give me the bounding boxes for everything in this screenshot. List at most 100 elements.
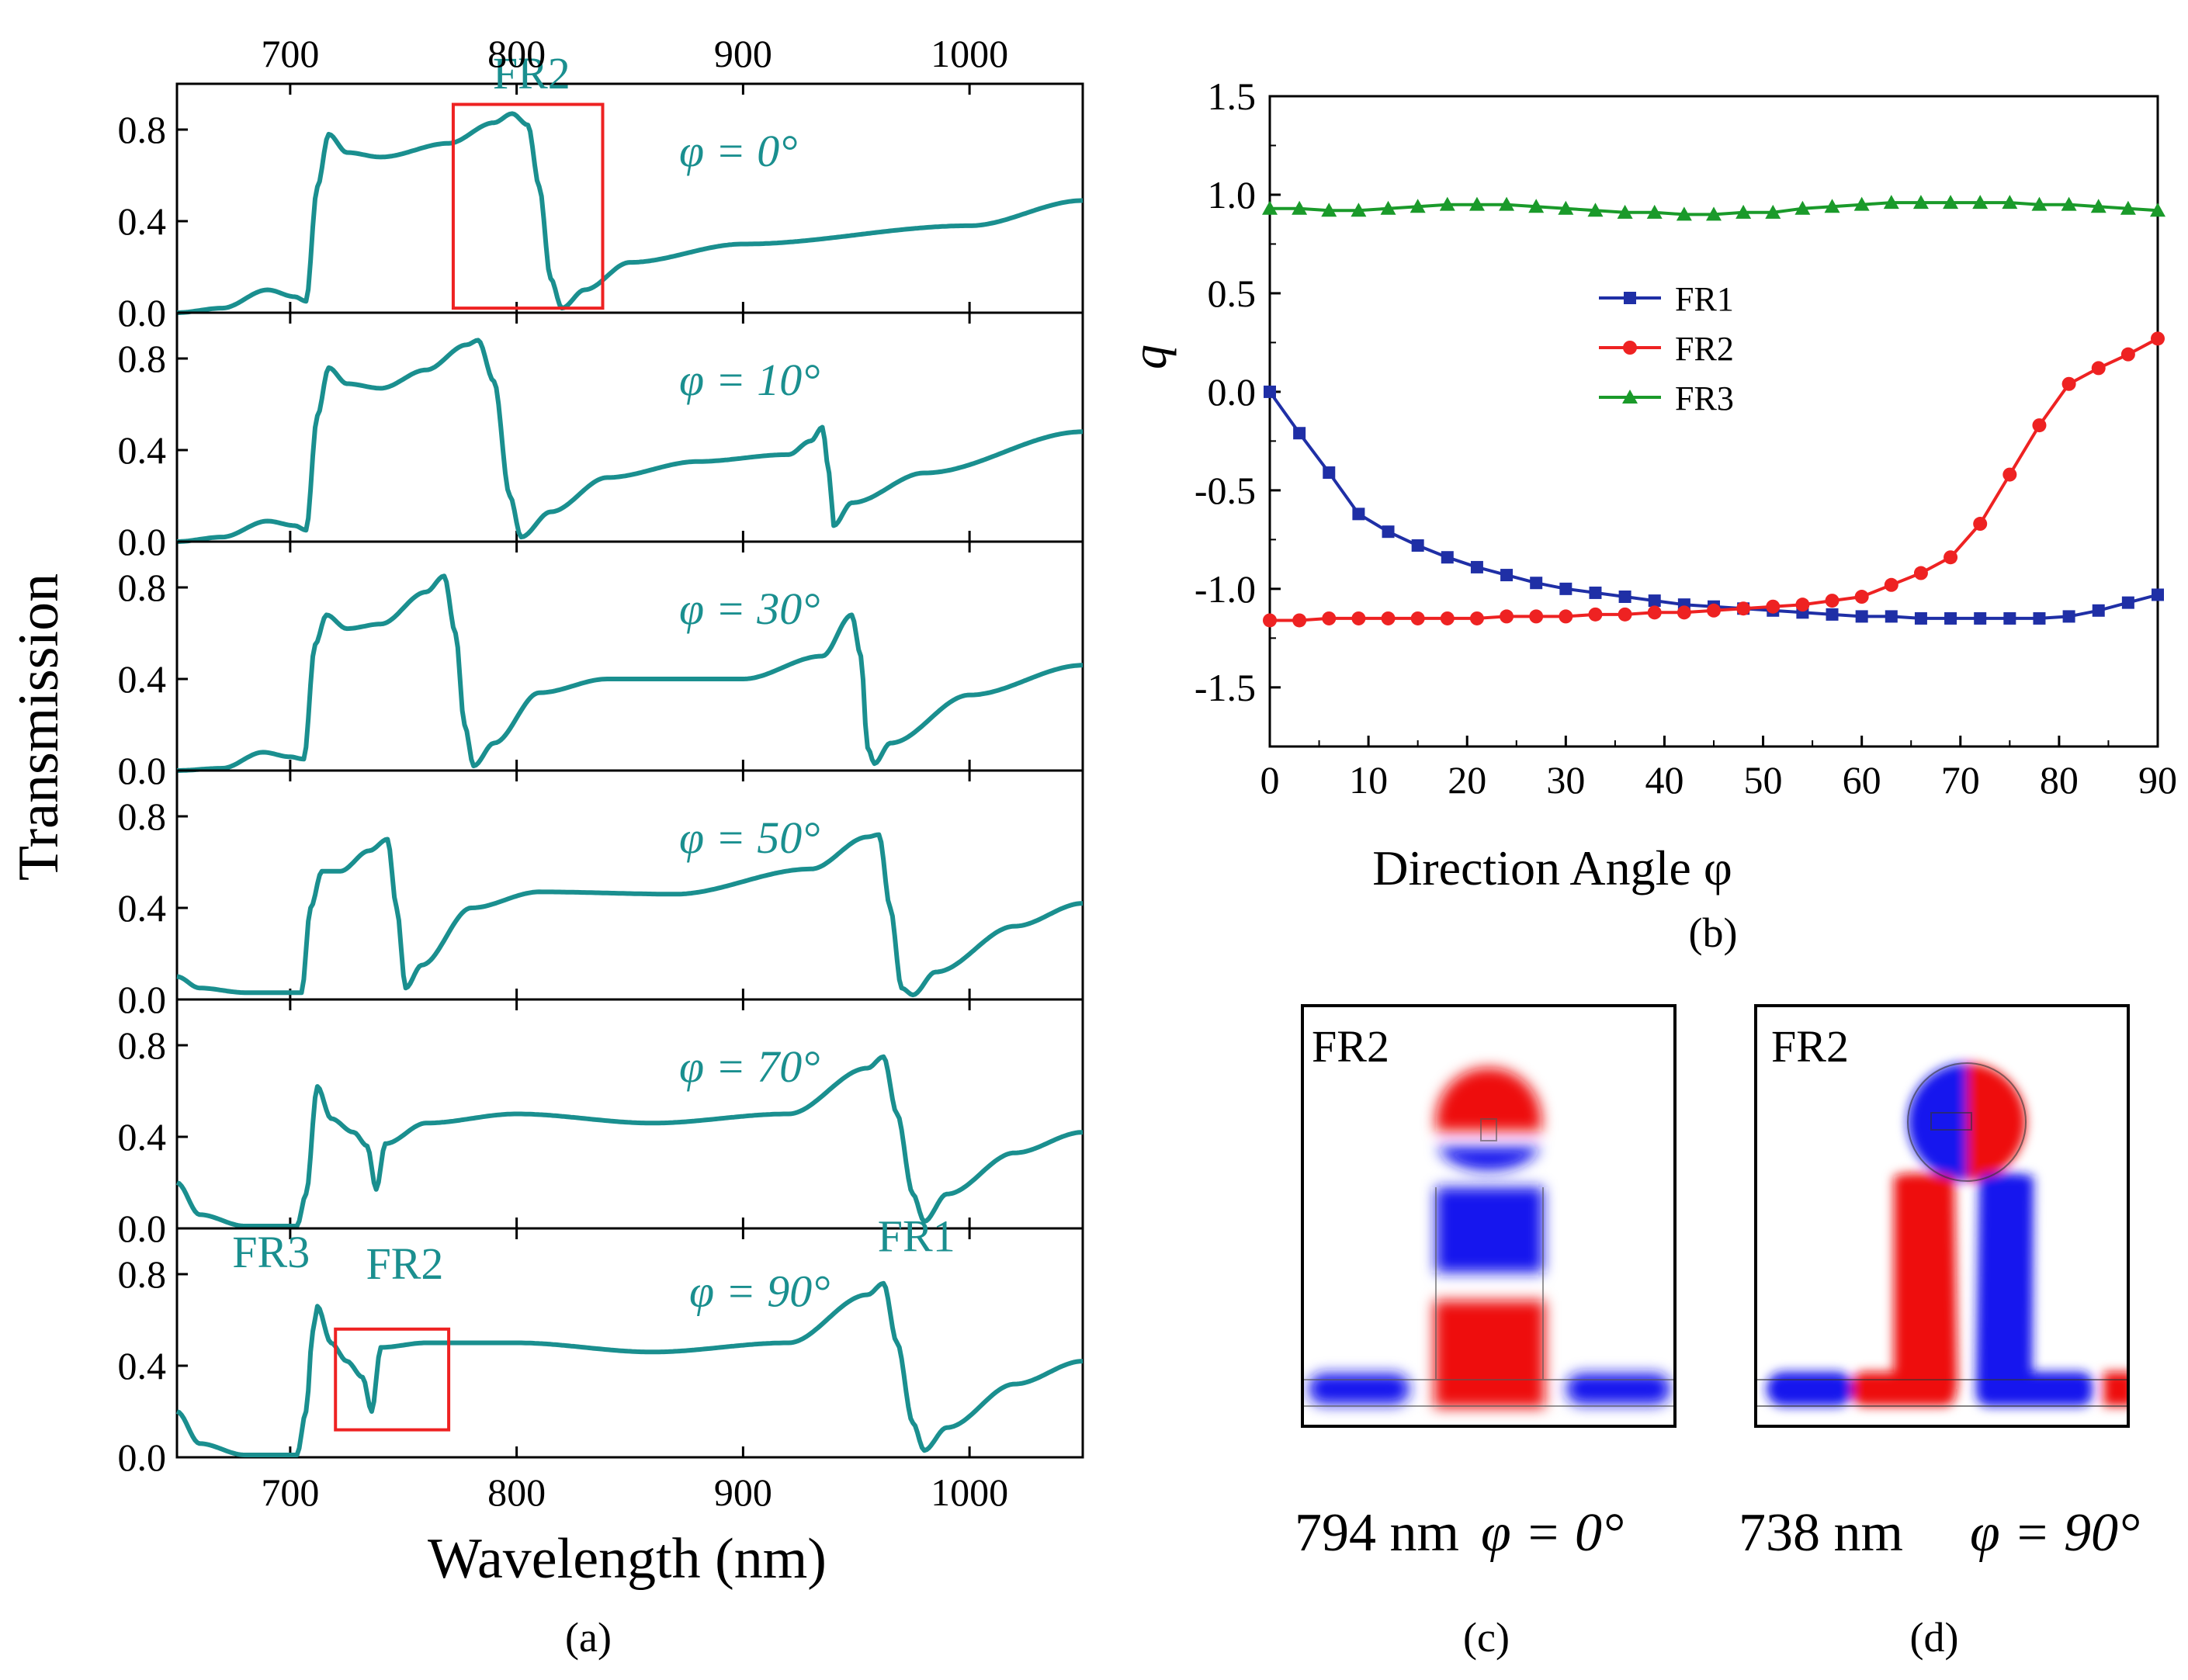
data-point [1884, 577, 1898, 592]
y-tick-label: 0.4 [118, 428, 167, 472]
transmission-subplot: 0.0 0.4 0.8 φ = 30° [118, 540, 1084, 792]
panel-c-mode-label: FR2 [1312, 1021, 1389, 1072]
y-tick-label: 0.8 [118, 108, 167, 151]
data-point [1381, 611, 1396, 625]
data-point [1676, 206, 1692, 221]
angle-label: φ = 10° [679, 355, 820, 405]
series-fr1 [1264, 385, 2164, 625]
y-tick-label: 0.0 [118, 978, 167, 1021]
highlight-box [451, 102, 605, 310]
mode-annotation: FR3 [232, 1227, 310, 1277]
data-point [1624, 292, 1636, 304]
data-point [2120, 200, 2136, 215]
data-point [1854, 590, 1869, 604]
field-red-stem [1434, 1301, 1545, 1408]
data-point [1352, 507, 1365, 521]
x-tick-label: 60 [1843, 758, 1881, 802]
y-tick-label: 1.5 [1208, 74, 1257, 118]
data-point [1944, 550, 1958, 565]
data-point [2061, 376, 2076, 391]
field-red-half-lobe [1967, 1063, 2026, 1181]
y-tick-label: 0.4 [118, 1115, 167, 1159]
data-point [1618, 591, 1631, 604]
transmission-curve [176, 338, 1084, 544]
y-tick-label: 0.8 [118, 1024, 167, 1067]
field-red-foot-right [2103, 1372, 2128, 1406]
data-point [1262, 200, 1278, 215]
data-point [1794, 200, 1811, 215]
data-point [1622, 390, 1638, 404]
data-point [1559, 609, 1573, 624]
panel-d-field-map [1756, 1006, 2128, 1426]
data-point [2061, 196, 2077, 211]
data-point [1264, 385, 1276, 398]
series-fr3 [1262, 195, 2165, 221]
transmission-curve [176, 111, 1084, 315]
x-tick-label: 20 [1448, 758, 1486, 802]
data-point [1735, 204, 1752, 219]
data-point [1322, 611, 1337, 625]
data-point [1883, 195, 1899, 210]
data-point [2091, 361, 2106, 376]
data-point [1972, 195, 1989, 210]
data-point [1528, 199, 1545, 213]
subplot-frame [175, 1227, 1084, 1459]
data-point [2031, 196, 2048, 211]
legend-label: FR3 [1675, 379, 1734, 417]
data-point [1648, 594, 1661, 608]
panel-a-caption: (a) [565, 1614, 612, 1661]
subplot-frame [175, 311, 1084, 543]
mode-annotation: FR1 [878, 1211, 955, 1262]
data-point [1885, 610, 1898, 623]
data-point [1623, 341, 1637, 355]
data-point [1588, 607, 1603, 622]
y-tick-label: 0.8 [118, 795, 167, 838]
data-point [1382, 525, 1395, 539]
legend-label: FR2 [1675, 330, 1734, 368]
data-point [2152, 588, 2164, 601]
highlight-box [334, 1327, 451, 1432]
field-red-foot-left [1852, 1372, 1956, 1406]
data-point [1913, 566, 1928, 580]
data-point [1440, 611, 1455, 625]
panel-c-field-map [1302, 1006, 1675, 1426]
data-point [1292, 200, 1308, 215]
data-point [1617, 204, 1633, 219]
data-point [2002, 195, 2018, 210]
data-point [2151, 331, 2165, 346]
legend: FR1 FR2 FR3 [1599, 280, 1734, 417]
data-point [1736, 601, 1751, 616]
y-tick-label: 0.4 [118, 657, 167, 701]
data-point [1647, 605, 1662, 620]
panel-d-angle: φ = 90° [1970, 1503, 2140, 1563]
y-tick-label: 0.0 [118, 291, 167, 334]
angle-label: φ = 30° [679, 584, 820, 634]
panel-a-xlabel: Wavelength (nm) [428, 1527, 827, 1591]
data-point [1351, 203, 1367, 217]
data-point [1468, 196, 1485, 211]
panel-d-frame [1754, 1004, 2130, 1428]
data-point [1559, 582, 1573, 595]
y-tick-label: 0.4 [118, 886, 167, 930]
panel-b-q-factor-chart: 0 10 20 30 40 50 60 70 80 90 1.5 1.0 0.5 0.0 -0.5 -1.0 -… [1195, 74, 2177, 802]
data-point [1944, 611, 1957, 625]
field-red-arm [1894, 1173, 1957, 1389]
x-tick-label: 10 [1349, 758, 1388, 802]
data-point [2150, 203, 2165, 217]
top-x-tick-label: 900 [714, 32, 772, 75]
field-blue-half-lobe [1908, 1063, 1967, 1181]
x-tick-label: 700 [261, 1470, 319, 1514]
y-tick-label: 0.0 [118, 520, 167, 563]
y-tick-label: 1.0 [1208, 173, 1257, 216]
panel-b-xlabel: Direction Angle φ [1372, 840, 1732, 895]
transmission-subplot: 0.0 0.4 0.8 φ = 50° [118, 769, 1084, 1021]
y-tick-label: 0.8 [118, 566, 167, 609]
data-point [1500, 569, 1514, 582]
panel-d-mode-label: FR2 [1771, 1021, 1849, 1072]
data-point [1441, 551, 1454, 564]
top-x-tick-label: 700 [261, 32, 319, 75]
legend-label: FR1 [1675, 280, 1734, 318]
angle-label: φ = 70° [679, 1041, 820, 1092]
x-tick-label: 900 [714, 1470, 772, 1514]
y-tick-label: 0.5 [1208, 272, 1257, 315]
